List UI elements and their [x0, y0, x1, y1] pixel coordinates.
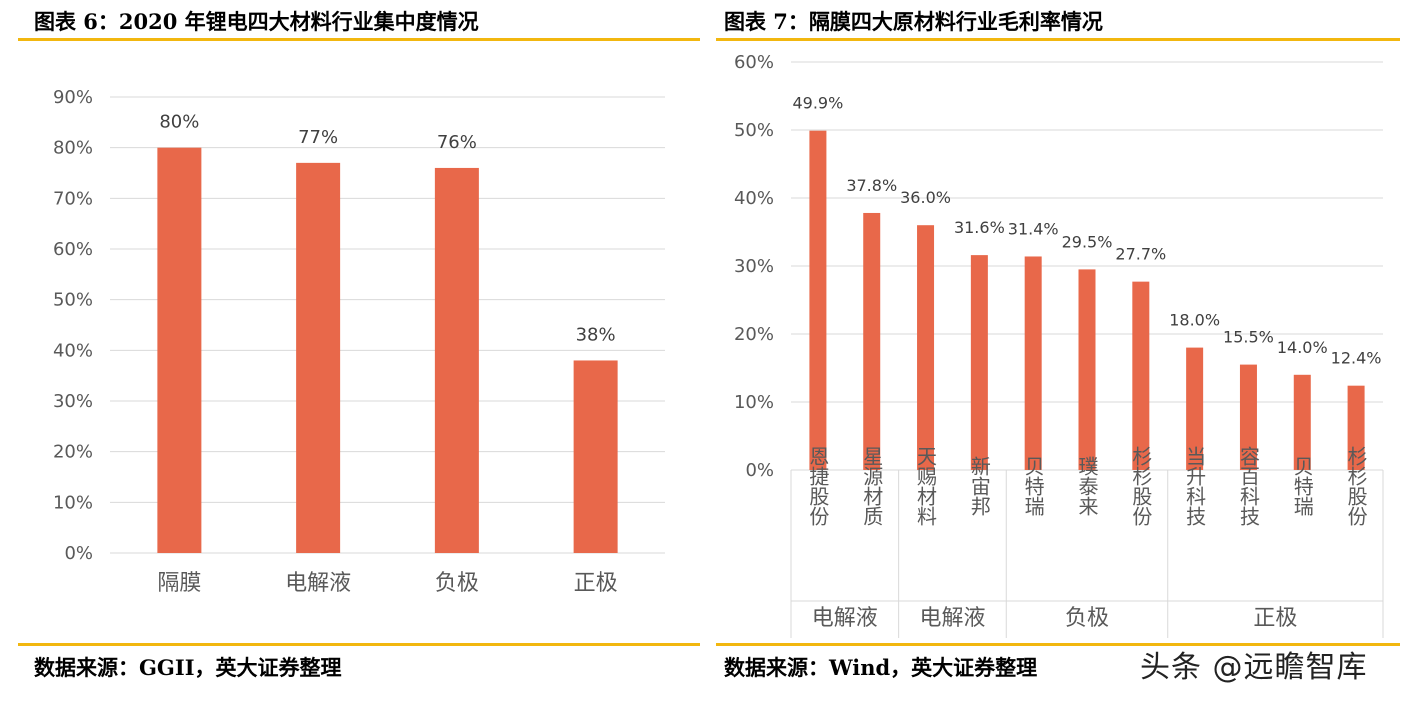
right-x-category-label: 容百科技 [1236, 446, 1260, 526]
right-data-label: 15.5% [1223, 328, 1274, 347]
left-bar [296, 162, 341, 553]
right-x-category-label: 恩捷股份 [806, 446, 830, 526]
right-data-label: 29.5% [1062, 232, 1113, 251]
right-data-label: 31.4% [1008, 219, 1059, 238]
right-x-category-label: 当升科技 [1183, 446, 1207, 526]
right-bar [1293, 374, 1311, 470]
right-x-category-label: 杉杉股份 [1129, 446, 1153, 526]
right-y-tick-label: 50% [734, 120, 774, 141]
left-data-label: 38% [576, 324, 616, 345]
right-data-label: 14.0% [1277, 338, 1328, 357]
left-y-tick-label: 10% [53, 492, 93, 513]
left-y-tick-label: 90% [53, 87, 93, 108]
left-y-tick-label: 60% [53, 239, 93, 260]
right-y-tick-label: 10% [734, 392, 774, 413]
left-bar [573, 360, 618, 553]
right-bar [917, 225, 935, 470]
right-x-category-label: 新宙邦 [967, 456, 991, 516]
right-x-category-label: 贝特瑞 [1021, 456, 1045, 516]
right-data-label: 27.7% [1115, 245, 1166, 264]
left-data-label: 77% [298, 127, 338, 148]
right-bar [1024, 256, 1042, 470]
left-bar [157, 147, 202, 553]
left-y-tick-label: 40% [53, 340, 93, 361]
right-bar [863, 212, 881, 470]
right-bar [1347, 385, 1365, 470]
left-chart-title: 图表 6：2020 年锂电四大材料行业集中度情况 [34, 9, 479, 34]
right-data-label: 36.0% [900, 188, 951, 207]
right-data-label: 18.0% [1169, 311, 1220, 330]
right-x-category-label: 星源材质 [860, 446, 884, 526]
left-data-label: 80% [159, 112, 199, 133]
left-y-tick-label: 50% [53, 290, 93, 311]
left-y-tick-label: 80% [53, 138, 93, 159]
left-y-tick-label: 70% [53, 188, 93, 209]
right-data-label: 31.6% [954, 218, 1005, 237]
right-footer-rule [716, 643, 1400, 646]
left-x-category-label: 正极 [574, 571, 618, 596]
right-group-label: 负极 [1065, 606, 1109, 631]
right-group-label: 电解液 [812, 606, 878, 631]
left-source-note: 数据来源：GGII，英大证券整理 [34, 655, 342, 680]
left-x-category-label: 电解液 [285, 571, 351, 596]
right-data-label: 37.8% [846, 176, 897, 195]
left-data-label: 76% [437, 132, 477, 153]
left-y-tick-label: 20% [53, 442, 93, 463]
right-bar [1132, 281, 1150, 470]
right-y-tick-label: 30% [734, 256, 774, 277]
right-source-note: 数据来源：Wind，英大证券整理 [724, 655, 1038, 680]
right-bar [1186, 347, 1204, 470]
right-bar [970, 255, 988, 470]
right-x-category-label: 杉杉股份 [1344, 446, 1368, 526]
right-bar [1239, 364, 1257, 470]
watermark: 头条 @远瞻智库 [1140, 650, 1368, 685]
left-y-tick-label: 30% [53, 391, 93, 412]
right-x-category-label: 天赐材料 [914, 446, 938, 526]
right-bar [1078, 269, 1096, 470]
right-bar [809, 130, 827, 470]
right-x-category-label: 贝特瑞 [1290, 456, 1314, 516]
right-chart-title: 图表 7：隔膜四大原材料行业毛利率情况 [724, 9, 1103, 34]
left-bar [434, 167, 479, 553]
right-title-rule [716, 38, 1400, 41]
left-title-rule [18, 38, 700, 41]
right-x-category-label: 璞泰来 [1075, 456, 1099, 516]
left-x-category-label: 负极 [435, 571, 479, 596]
right-y-tick-label: 40% [734, 188, 774, 209]
right-y-tick-label: 20% [734, 324, 774, 345]
right-group-label: 正极 [1253, 606, 1297, 631]
right-data-label: 49.9% [792, 94, 843, 113]
right-data-label: 12.4% [1331, 349, 1382, 368]
right-y-tick-label: 0% [745, 460, 774, 481]
right-y-tick-label: 60% [734, 52, 774, 73]
left-x-category-label: 隔膜 [157, 571, 201, 596]
left-footer-rule [18, 643, 700, 646]
left-y-tick-label: 0% [64, 543, 93, 564]
right-group-label: 电解液 [919, 606, 985, 631]
